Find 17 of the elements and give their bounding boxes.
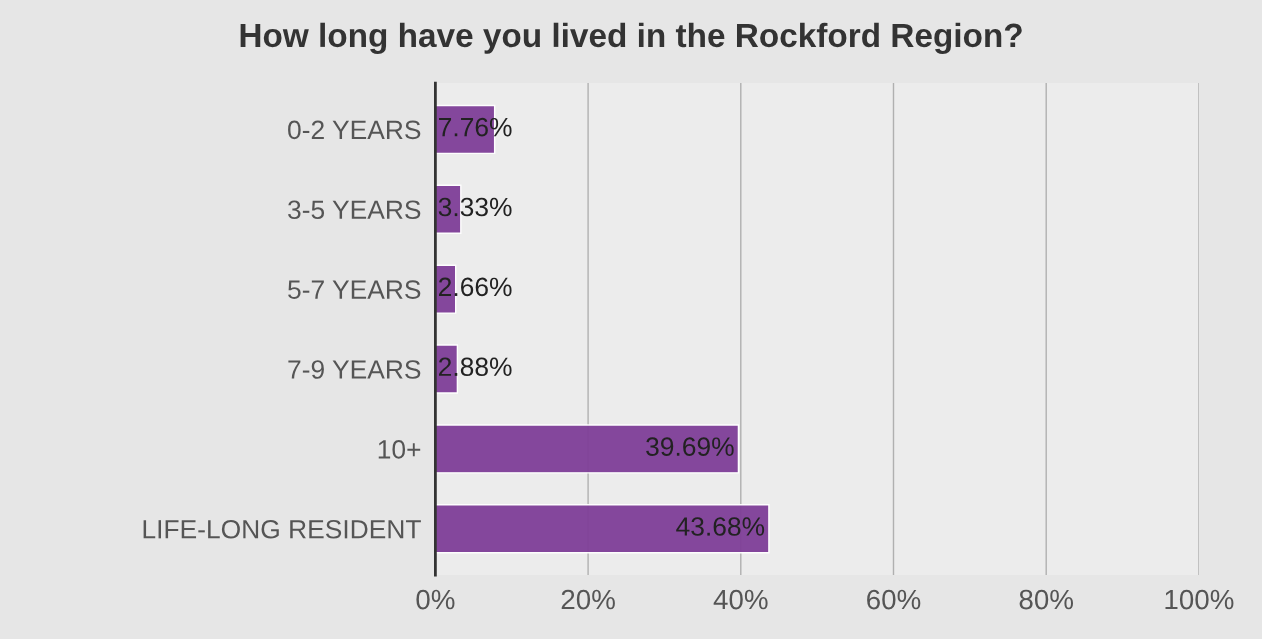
data-label: 43.68% (676, 517, 765, 536)
x-tick-label: 100% (1165, 589, 1234, 610)
y-tick-label: 7-9 YEARS (288, 360, 421, 379)
y-tick-label: 0-2 YEARS (288, 120, 421, 140)
x-tick-label: 0% (416, 589, 455, 610)
x-tick-label: 40% (713, 589, 768, 610)
data-label: 39.69% (646, 437, 734, 456)
x-tick-label: 60% (867, 589, 921, 610)
bar (435, 424, 740, 474)
x-tick-label: 80% (1019, 589, 1074, 610)
y-tick-label: 5-7 YEARS (288, 280, 421, 299)
y-tick-label: 10+ (378, 440, 421, 459)
x-tick-label: 20% (561, 589, 615, 610)
chart-title: How long have you lived in the Rockford Region? (240, 22, 1022, 54)
bar (435, 504, 770, 554)
y-tick-label: LIFE-LONG RESIDENT (143, 519, 421, 539)
y-tick-label: 3-5 YEARS (288, 200, 421, 220)
